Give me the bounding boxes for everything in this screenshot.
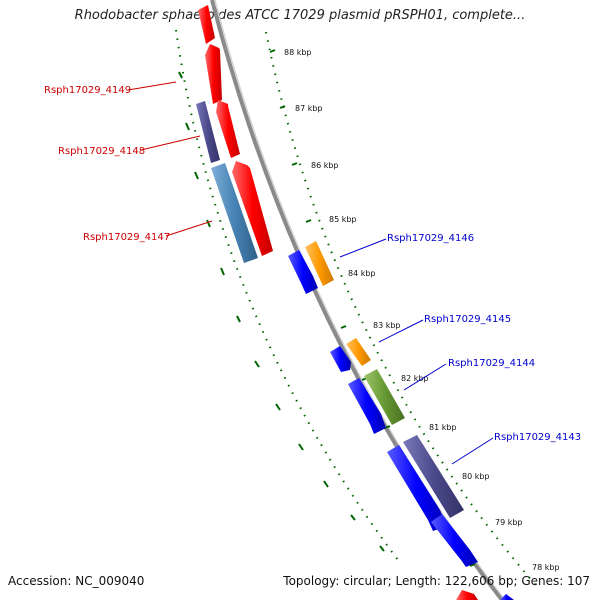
scale-label-88kbp: 88 kbp <box>284 48 312 57</box>
reverse-strand-genes <box>198 5 273 256</box>
gene-arrow-red-1[interactable] <box>198 5 215 44</box>
gene-label-4146[interactable]: Rsph17029_4146 <box>387 233 474 244</box>
gene-arrow-red-bottom[interactable] <box>456 590 478 600</box>
accession-text: Accession: NC_009040 <box>8 574 145 588</box>
gene-arrow-red-3[interactable] <box>216 100 240 158</box>
gene-label-4149[interactable]: Rsph17029_4149 <box>44 85 131 96</box>
gene-arrow-blue-4146[interactable] <box>288 250 318 294</box>
inner-reverse-genes <box>196 101 258 263</box>
outer-scale-ring <box>265 31 541 591</box>
leader-4148 <box>140 135 201 151</box>
topology-text: Topology: circular; Length: 122,606 bp; … <box>283 574 590 588</box>
scale-label-82kbp: 82 kbp <box>401 374 429 383</box>
leader-4147 <box>165 220 213 237</box>
gene-label-4147[interactable]: Rsph17029_4147 <box>83 232 170 243</box>
scale-label-86kbp: 86 kbp <box>311 161 339 170</box>
scale-label-78kbp: 78 kbp <box>532 563 560 572</box>
leader-4143 <box>451 437 494 465</box>
gene-labels: Rsph17029_4149 Rsph17029_4148 Rsph17029_… <box>44 85 581 443</box>
scale-labels: 88 kbp 87 kbp 86 kbp 85 kbp 84 kbp 83 kb… <box>284 48 560 572</box>
scale-label-87kbp: 87 kbp <box>295 104 323 113</box>
gene-arrow-blue-4144[interactable] <box>348 378 386 434</box>
leader-4149 <box>127 81 177 91</box>
inner-ring-ticks <box>178 71 385 552</box>
gene-arrow-red-4[interactable] <box>232 161 273 256</box>
gene-label-4148[interactable]: Rsph17029_4148 <box>58 146 145 157</box>
leader-4146 <box>339 238 387 258</box>
gene-arrow-blue-4145[interactable] <box>330 346 351 372</box>
scale-label-80kbp: 80 kbp <box>462 472 490 481</box>
leader-4144 <box>403 363 447 391</box>
gene-bar-orange-4145[interactable] <box>346 338 371 366</box>
gene-bar-purple-4148[interactable] <box>196 101 220 163</box>
label-leaders <box>127 81 494 465</box>
gene-bar-purple-4143[interactable] <box>403 435 464 518</box>
gene-arrow-blue-4143b[interactable] <box>431 514 478 567</box>
inner-scale-ring <box>175 29 399 561</box>
gene-label-4143[interactable]: Rsph17029_4143 <box>494 432 581 443</box>
map-title: Rhodobacter sphaeroides ATCC 17029 plasm… <box>74 8 526 23</box>
gene-label-4144[interactable]: Rsph17029_4144 <box>448 358 535 369</box>
gene-arrow-red-2[interactable] <box>205 44 222 104</box>
gene-bar-steel-4147[interactable] <box>211 163 258 263</box>
scale-label-85kbp: 85 kbp <box>329 215 357 224</box>
gene-bar-orange-4146[interactable] <box>305 241 334 286</box>
scale-label-84kbp: 84 kbp <box>348 269 376 278</box>
leader-4145 <box>378 319 424 343</box>
gene-arrow-blue-4143a[interactable] <box>387 445 447 531</box>
gene-arrow-blue-bottom[interactable] <box>500 594 514 600</box>
scale-label-83kbp: 83 kbp <box>373 321 401 330</box>
scale-label-79kbp: 79 kbp <box>495 518 523 527</box>
gene-label-4145[interactable]: Rsph17029_4145 <box>424 314 511 325</box>
gene-bar-olive-4144[interactable] <box>364 369 405 425</box>
forward-strand-genes <box>288 241 514 600</box>
scale-label-81kbp: 81 kbp <box>429 423 457 432</box>
